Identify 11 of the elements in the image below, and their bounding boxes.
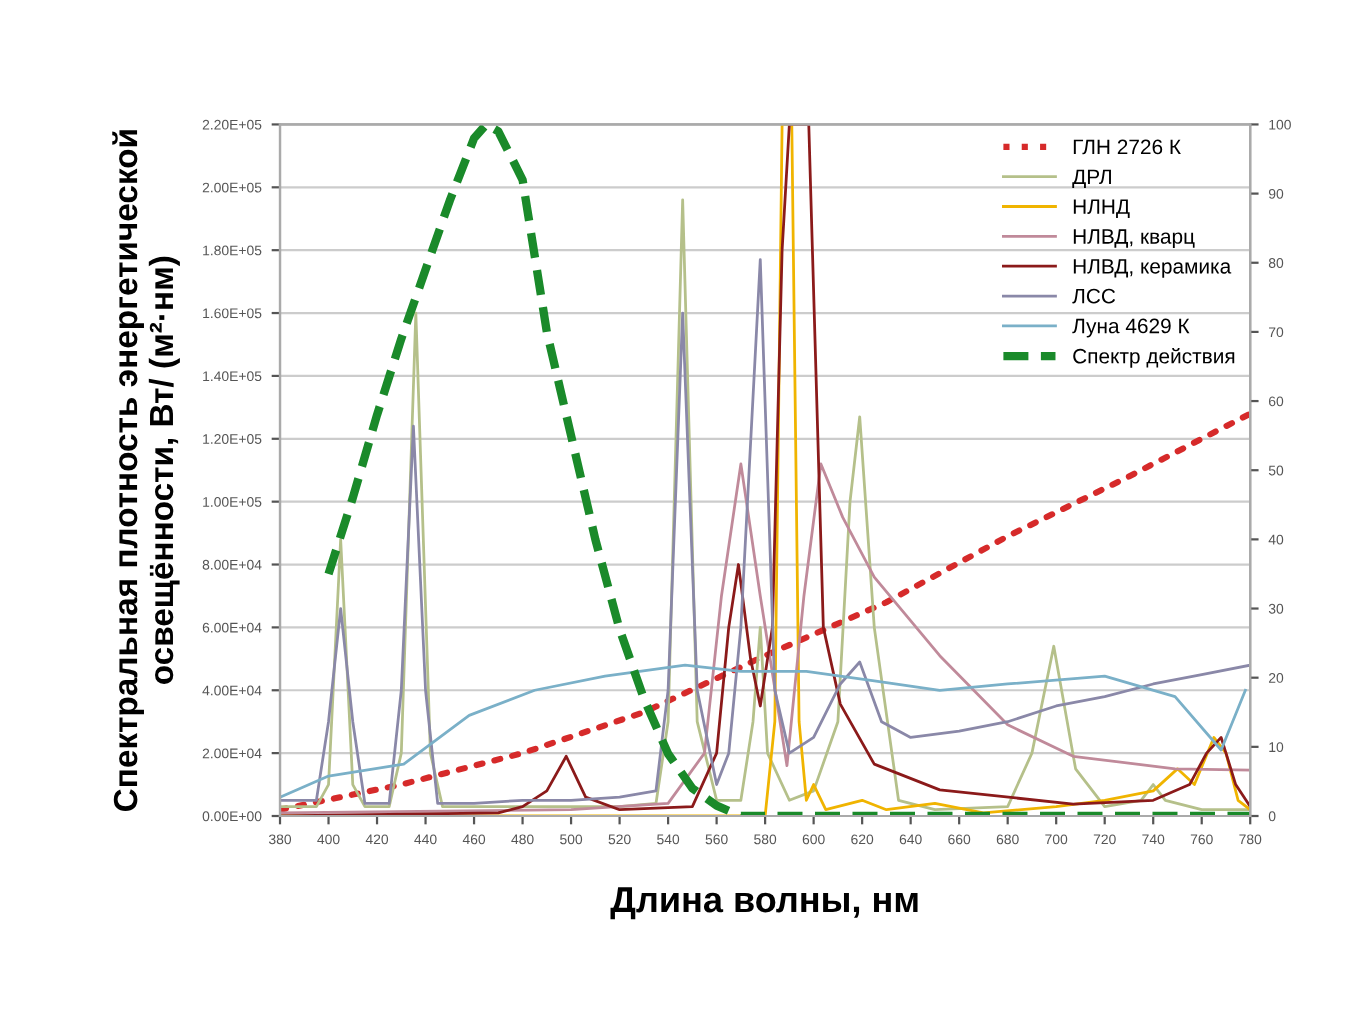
legend-label: ЛСС — [1072, 288, 1116, 304]
legend-label: НЛВД, кварц — [1073, 229, 1195, 248]
legend-label: ГЛН 2726 К — [1073, 139, 1181, 155]
x-axis-title: Длина волны, нм — [610, 887, 918, 920]
line-series — [280, 663, 1247, 799]
y-axis-title: Спектральная плотность энергетической освещённости, Вт/ (м²·нм) — [112, 130, 180, 811]
legend-label: Спектр действия — [1073, 347, 1235, 368]
legend-label: НЛВД, керамика — [1073, 259, 1232, 278]
legend-label: ДРЛ — [1072, 169, 1111, 189]
legend-label: Луна 4629 К — [1072, 318, 1190, 338]
legend-label: НЛНД — [1073, 199, 1130, 218]
